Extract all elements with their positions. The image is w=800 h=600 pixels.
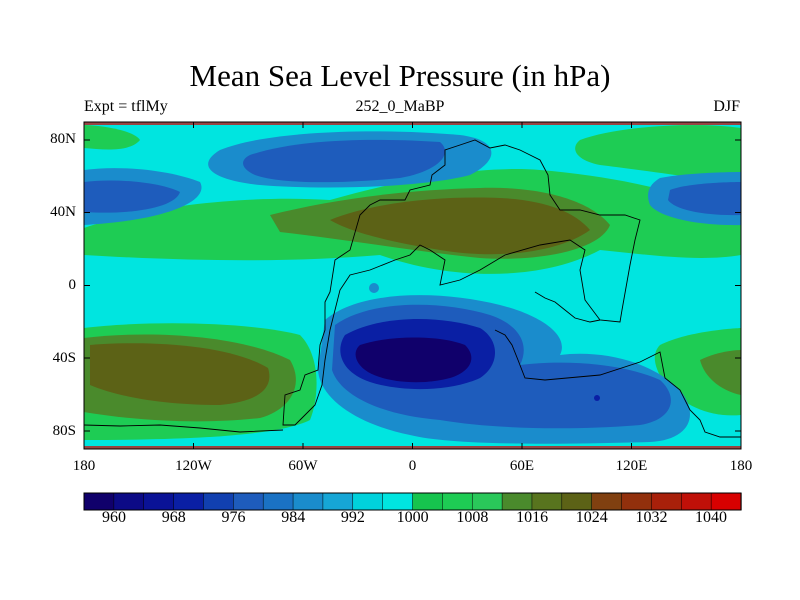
colorbar-box — [203, 492, 234, 511]
small-low-spot — [369, 283, 379, 293]
x-tick-label: 180 — [72, 458, 96, 474]
sh-low-spot — [594, 395, 600, 401]
experiment-label: Expt = tflMy — [84, 98, 168, 115]
colorbar-box — [143, 492, 175, 511]
colorbar-box — [292, 492, 324, 511]
colorbar-label: 1024 — [575, 509, 608, 526]
colorbar-label: 992 — [340, 509, 365, 526]
colorbar-frame — [83, 492, 742, 511]
colorbar-box — [591, 492, 623, 511]
colorbar-box — [262, 492, 294, 511]
colorbar-box — [173, 492, 205, 511]
colorbar-label: 1032 — [635, 509, 668, 526]
colorbar-box — [621, 492, 653, 511]
continent-outline-peninsula — [534, 291, 601, 323]
continent-outline-north — [282, 139, 641, 426]
nh-low-east-core — [668, 182, 741, 216]
colorbar-label: 984 — [281, 509, 306, 526]
colorbar-box — [531, 492, 563, 511]
sh-high-east-core — [700, 350, 741, 395]
x-tick-label: 0 — [408, 458, 417, 474]
colorbar-label: 1000 — [396, 509, 429, 526]
colorbar-box — [651, 492, 682, 511]
x-tick-label: 60W — [288, 458, 318, 474]
y-tick-label: 0 — [68, 277, 77, 293]
colorbar-label: 968 — [161, 509, 186, 526]
x-tick-marks — [83, 122, 742, 449]
colorbar-box — [471, 492, 503, 511]
colorbar-box — [382, 492, 414, 511]
colorbar-box — [83, 492, 115, 511]
colorbar-box — [710, 492, 742, 511]
colorbar-box — [352, 492, 384, 511]
colorbar — [83, 492, 742, 511]
nh-high-core — [330, 197, 590, 255]
x-tick-label: 120E — [615, 458, 648, 474]
colorbar-box — [233, 492, 264, 511]
season-label: DJF — [713, 98, 740, 115]
plot-title: Mean Sea Level Pressure (in hPa) — [189, 58, 611, 93]
continent-outline-south — [494, 329, 741, 438]
nw-high-patch — [84, 125, 140, 150]
continent-outline-southwest — [84, 424, 284, 433]
colorbar-box — [113, 492, 145, 511]
colorbar-box — [501, 492, 533, 511]
colorbar-box — [681, 492, 712, 511]
colorbar-box — [442, 492, 473, 511]
colorbar-box — [322, 492, 354, 511]
y-tick-label: 40S — [52, 350, 76, 366]
colorbar-box — [561, 492, 593, 511]
colorbar-label: 976 — [221, 509, 246, 526]
x-tick-label: 180 — [729, 458, 753, 474]
period-label: 252_0_MaBP — [355, 98, 445, 115]
colorbar-label: 1040 — [695, 509, 727, 526]
y-tick-label: 80S — [52, 423, 76, 439]
sh-low-core — [355, 337, 472, 383]
colorbar-label: 1008 — [456, 509, 489, 526]
colorbar-box — [412, 492, 444, 511]
y-tick-label: 40N — [50, 204, 76, 220]
pressure-field — [84, 122, 741, 449]
nh-low-west-core — [84, 180, 180, 213]
nh-low-central-core — [243, 139, 446, 183]
x-tick-label: 120W — [175, 458, 212, 474]
x-tick-label: 60E — [509, 458, 535, 474]
colorbar-label: 1016 — [516, 509, 549, 526]
y-tick-marks — [84, 139, 741, 432]
ne-high-patch — [575, 125, 741, 185]
colorbar-label: 960 — [102, 509, 126, 526]
sh-high-west-core — [90, 343, 270, 405]
y-tick-label: 80N — [50, 131, 76, 147]
